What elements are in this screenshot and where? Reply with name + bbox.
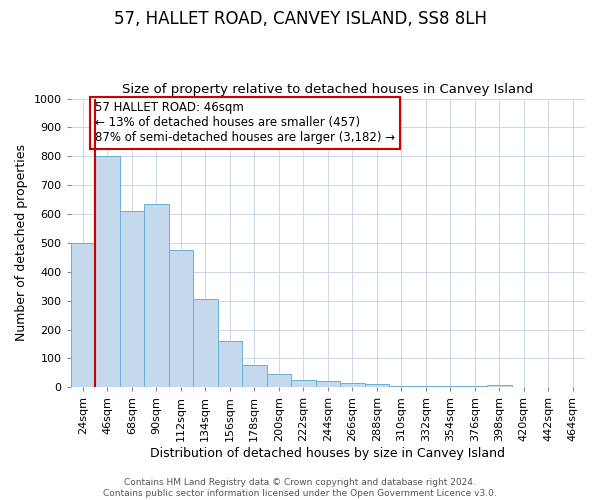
Bar (291, 380, 316, 388)
Bar (71, 243, 95, 388)
Bar (487, 385, 512, 388)
X-axis label: Distribution of detached houses by size in Canvey Island: Distribution of detached houses by size … (150, 447, 505, 460)
Bar (169, 250, 193, 388)
Bar (316, 381, 340, 388)
Bar (119, 211, 144, 388)
Bar (144, 204, 169, 388)
Text: Contains HM Land Registry data © Crown copyright and database right 2024.
Contai: Contains HM Land Registry data © Crown c… (103, 478, 497, 498)
Bar (389, 386, 413, 388)
Bar (242, 365, 266, 388)
Bar (193, 299, 218, 388)
Title: Size of property relative to detached houses in Canvey Island: Size of property relative to detached ho… (122, 83, 533, 96)
Bar (218, 341, 242, 388)
Bar (438, 386, 463, 388)
Bar (266, 374, 291, 388)
Text: 57 HALLET ROAD: 46sqm
← 13% of detached houses are smaller (457)
87% of semi-det: 57 HALLET ROAD: 46sqm ← 13% of detached … (95, 102, 395, 144)
Bar (365, 384, 389, 388)
Bar (512, 386, 536, 388)
Bar (413, 386, 438, 388)
Bar (340, 383, 365, 388)
Bar (95, 156, 119, 388)
Y-axis label: Number of detached properties: Number of detached properties (15, 144, 28, 342)
Text: 57, HALLET ROAD, CANVEY ISLAND, SS8 8LH: 57, HALLET ROAD, CANVEY ISLAND, SS8 8LH (113, 10, 487, 28)
Bar (463, 386, 487, 388)
